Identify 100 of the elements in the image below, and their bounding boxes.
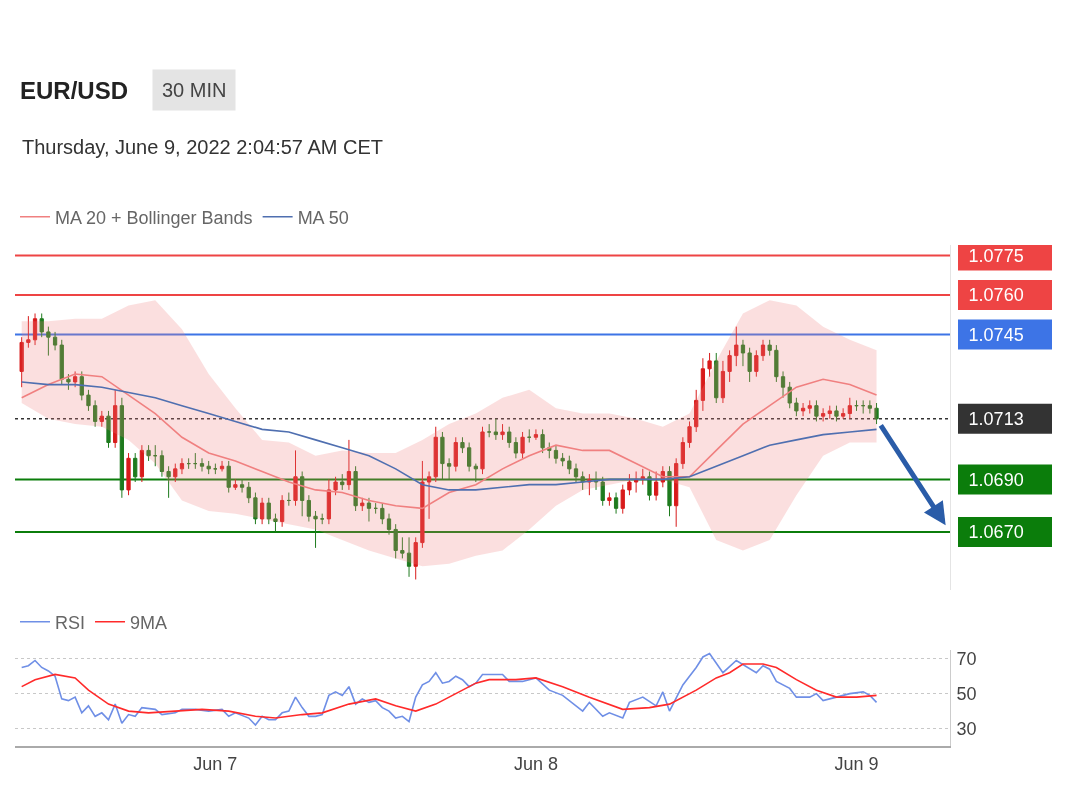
candlestick bbox=[460, 436, 465, 454]
candlestick bbox=[420, 460, 425, 549]
candlestick bbox=[787, 381, 792, 409]
candlestick bbox=[313, 510, 318, 549]
candlestick bbox=[674, 457, 679, 528]
y-tick-label: 1.0670 bbox=[968, 522, 1024, 543]
candlestick bbox=[647, 470, 652, 501]
candlestick bbox=[540, 428, 545, 454]
candlestick bbox=[440, 431, 445, 480]
candlestick bbox=[380, 502, 385, 525]
candlestick bbox=[193, 452, 198, 470]
candlestick bbox=[119, 397, 124, 499]
candlestick bbox=[861, 399, 866, 415]
candlestick bbox=[126, 452, 131, 496]
candlestick bbox=[39, 312, 44, 338]
x-tick-label: Jun 7 bbox=[193, 753, 238, 774]
candlestick bbox=[59, 339, 64, 386]
text: 30 MIN bbox=[162, 79, 227, 101]
candlestick bbox=[487, 423, 492, 438]
legend-label: RSI bbox=[55, 612, 86, 633]
candlestick bbox=[32, 312, 38, 346]
candlestick bbox=[687, 420, 692, 449]
candlestick bbox=[146, 444, 151, 462]
line-series bbox=[20, 663, 878, 719]
candlestick bbox=[800, 402, 806, 417]
candlestick bbox=[333, 476, 338, 496]
candlestick bbox=[600, 476, 605, 507]
candlestick bbox=[500, 423, 505, 441]
candlestick bbox=[206, 460, 211, 475]
y-tick-label: 1.0760 bbox=[968, 285, 1024, 306]
candlestick bbox=[874, 402, 879, 425]
candlestick bbox=[360, 497, 365, 512]
candlestick bbox=[393, 523, 398, 559]
candlestick bbox=[453, 436, 458, 472]
y-tick-label: 1.0690 bbox=[968, 469, 1024, 490]
candlestick bbox=[727, 349, 732, 383]
candlestick bbox=[627, 473, 632, 496]
candlestick bbox=[480, 426, 485, 475]
line-series bbox=[20, 652, 878, 726]
candlestick bbox=[560, 452, 565, 467]
candlestick bbox=[613, 492, 619, 515]
candlestick bbox=[320, 513, 325, 525]
candlestick bbox=[814, 399, 819, 422]
candlestick bbox=[834, 405, 839, 422]
candlestick bbox=[266, 497, 271, 525]
candlestick bbox=[567, 455, 572, 475]
candlestick bbox=[654, 470, 659, 501]
candlestick bbox=[300, 470, 305, 517]
legend-label: MA 20 + Bollinger Bands bbox=[55, 207, 253, 228]
candlestick bbox=[820, 407, 826, 422]
x-tick-label: Jun 8 bbox=[513, 753, 558, 774]
candlestick bbox=[520, 431, 525, 459]
chart-subtitle: Thursday, June 9, 2022 2:04:57 AM CET bbox=[22, 136, 383, 158]
candlestick bbox=[760, 339, 766, 362]
candlestick bbox=[133, 452, 138, 483]
candlestick bbox=[734, 326, 739, 367]
candlestick bbox=[253, 492, 258, 525]
candlestick bbox=[426, 470, 432, 520]
candlestick bbox=[507, 426, 512, 449]
candlestick bbox=[547, 442, 552, 459]
candlestick bbox=[213, 463, 218, 475]
candlestick bbox=[700, 357, 706, 412]
candlestick bbox=[273, 513, 278, 533]
line-series bbox=[20, 381, 878, 491]
candlestick bbox=[293, 449, 298, 507]
candlestick bbox=[841, 407, 846, 420]
candlestick bbox=[694, 389, 699, 433]
candlestick bbox=[433, 426, 438, 483]
candlestick bbox=[714, 352, 719, 404]
line-series bbox=[20, 373, 878, 510]
candlestick bbox=[179, 457, 185, 475]
y-tick-label: 50 bbox=[956, 683, 977, 704]
candlestick bbox=[259, 497, 265, 525]
candlestick bbox=[754, 349, 759, 378]
candlestick bbox=[607, 492, 612, 507]
candlestick bbox=[66, 373, 71, 391]
candlestick bbox=[19, 336, 24, 388]
candlestick bbox=[353, 465, 358, 512]
candlestick bbox=[767, 339, 772, 357]
candlestick bbox=[667, 465, 672, 517]
candlestick bbox=[153, 444, 158, 467]
candlestick bbox=[280, 494, 285, 528]
legend-label: 9MA bbox=[130, 612, 168, 633]
chart-title: EUR/USD bbox=[20, 77, 129, 104]
candlestick bbox=[827, 405, 832, 420]
y-tick-label: 1.0775 bbox=[968, 245, 1024, 266]
candlestick bbox=[633, 470, 639, 494]
candlestick bbox=[680, 436, 685, 470]
candlestick bbox=[346, 439, 352, 491]
candlestick bbox=[326, 478, 332, 525]
candlestick bbox=[186, 457, 191, 470]
candlestick bbox=[854, 399, 859, 412]
candlestick bbox=[99, 410, 104, 428]
y-tick-label: 70 bbox=[956, 649, 977, 670]
y-tick-label: 1.0745 bbox=[968, 324, 1024, 345]
candlestick bbox=[413, 536, 418, 580]
candlestick bbox=[707, 352, 712, 378]
y-tick-label: 30 bbox=[956, 718, 977, 739]
candlestick bbox=[847, 397, 852, 420]
candlestick bbox=[400, 536, 405, 559]
